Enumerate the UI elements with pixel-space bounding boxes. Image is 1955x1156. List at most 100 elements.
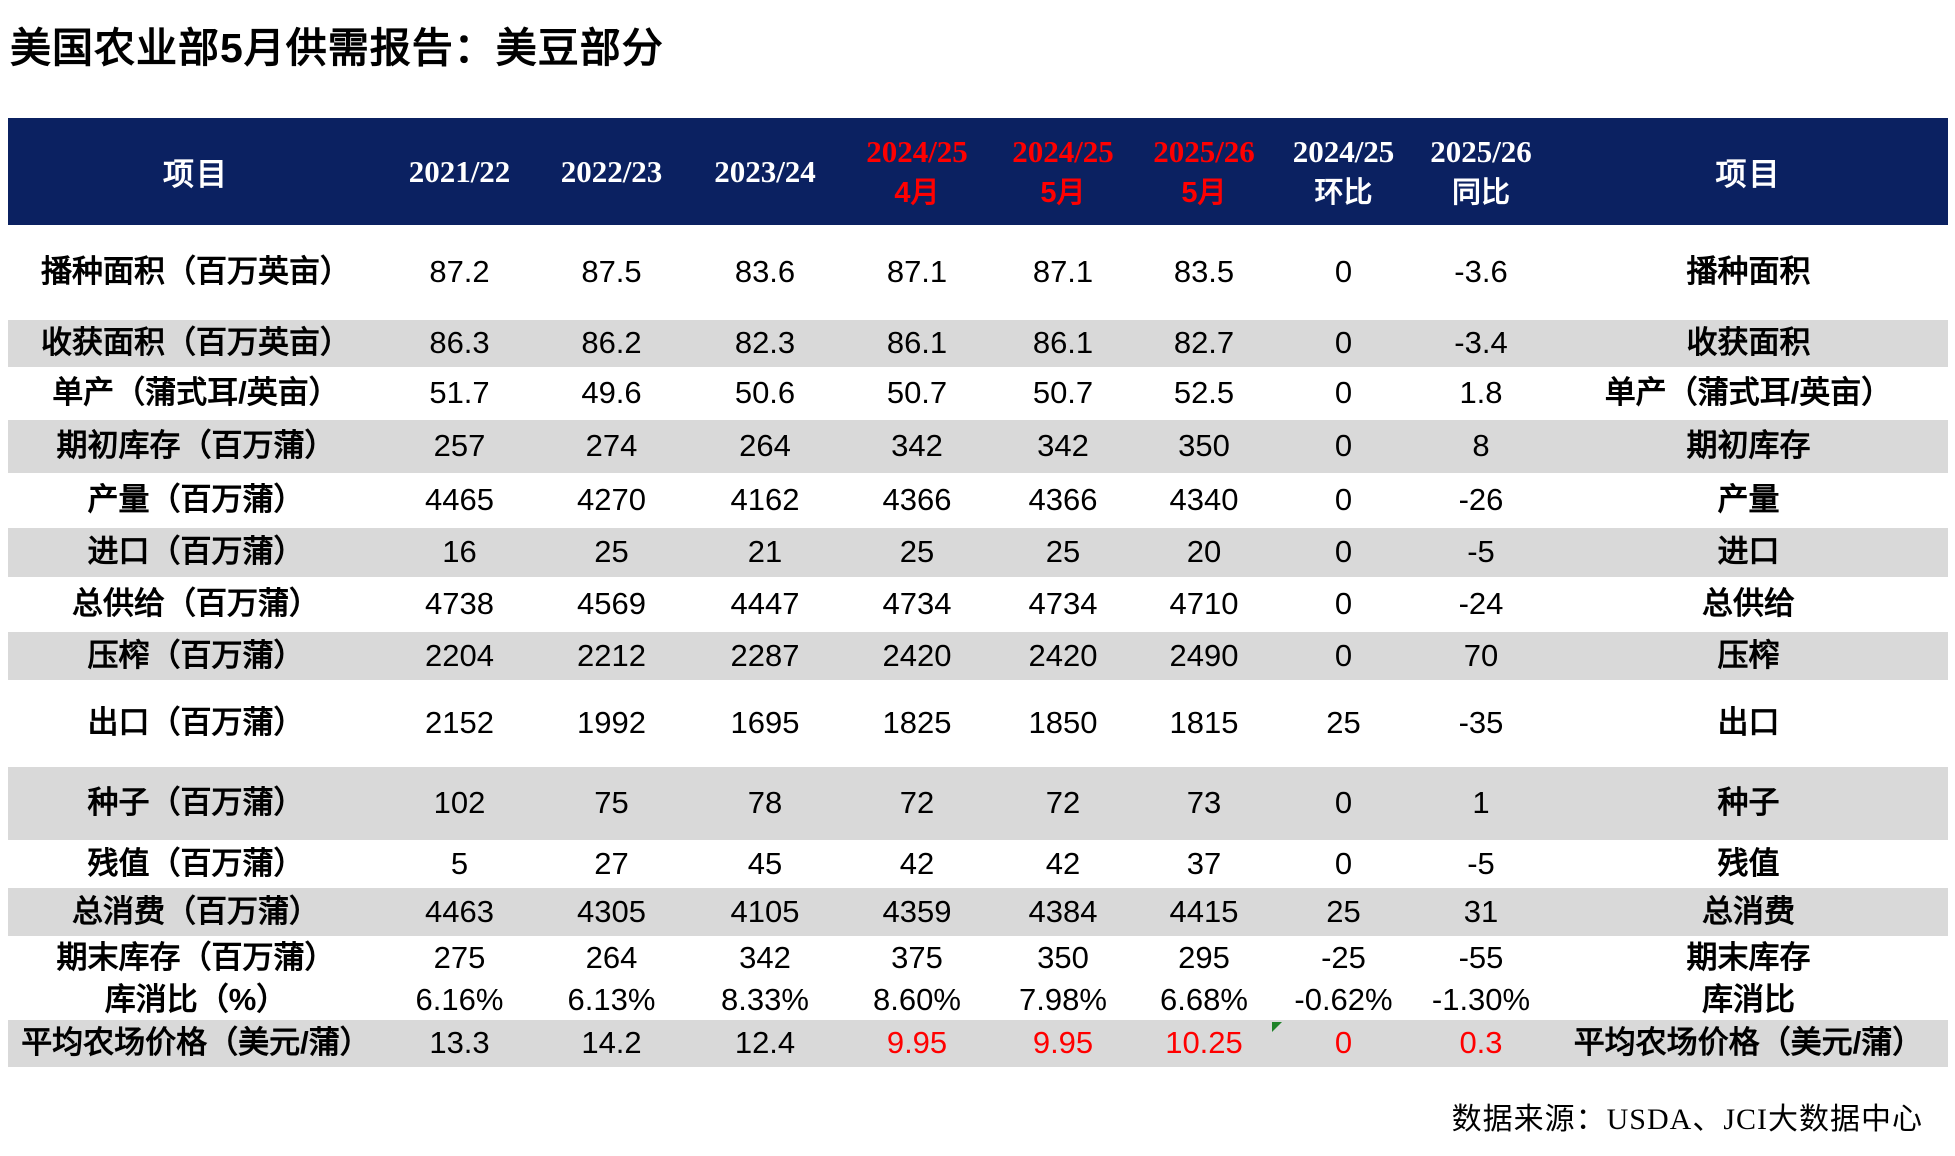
value-cell: 2490: [1169, 637, 1239, 673]
value-cell: 70: [1463, 637, 1499, 673]
value-cell: 10.25: [1165, 1025, 1243, 1061]
row-label-right: 单产（蒲式耳/英亩）: [1604, 375, 1893, 411]
page-title: 美国农业部5月供需报告：美豆部分: [10, 25, 664, 71]
value-cell: 9.95: [1032, 1025, 1094, 1061]
header-year-label: 2025/26: [1153, 133, 1255, 169]
header-col-yoy-change: 2025/26 同比: [1413, 118, 1549, 225]
value-cell: 4105: [730, 893, 800, 929]
value-cell: 25: [1326, 705, 1361, 741]
value-cell: -26: [1458, 482, 1504, 518]
value-cell: 4734: [882, 586, 952, 622]
value-cell: 49.6: [581, 375, 642, 411]
header-month-label: 5月: [1181, 176, 1227, 209]
value-cell: -5: [1467, 534, 1495, 570]
value-cell: 9.95: [886, 1025, 948, 1061]
value-cell: 12.4: [734, 1025, 796, 1061]
value-cell: 1815: [1169, 705, 1239, 741]
value-cell: 75: [594, 785, 629, 821]
table-row: 出口（百万蒲） 2152 1992 1695 1825 1850 1815 25 -35 出口: [8, 680, 1948, 767]
value-cell: 0: [1334, 428, 1353, 464]
value-cell: 4366: [1028, 482, 1098, 518]
value-cell: 0: [1334, 785, 1353, 821]
table-row: 播种面积（百万英亩） 87.2 87.5 83.6 87.1 87.1 83.5 0 -3.6 播…: [8, 225, 1948, 320]
value-cell: 342: [891, 428, 943, 464]
value-cell: 86.3: [429, 325, 490, 361]
value-cell: 82.7: [1173, 325, 1235, 361]
row-label-right: 期末库存: [1686, 940, 1811, 976]
header-year-label: 2023/24: [714, 153, 816, 189]
header-item-left: 项目: [163, 157, 229, 192]
row-label-left: 总供给（百万蒲）: [72, 586, 320, 622]
value-cell: 1.8: [1459, 375, 1503, 411]
value-cell: 42: [899, 845, 935, 881]
value-cell: 25: [594, 534, 629, 570]
header-year-label: 2022/23: [560, 153, 663, 189]
header-month-label: 4月: [894, 176, 940, 209]
value-cell: 4465: [425, 482, 494, 518]
value-cell: 4569: [577, 586, 646, 622]
value-cell: 37: [1186, 845, 1222, 881]
row-label-right: 收获面积: [1686, 325, 1811, 361]
table-row: 平均农场价格（美元/蒲） 13.3 14.2 12.4 9.95 9.95 10.25 0 0.…: [8, 1020, 1948, 1067]
value-cell: 1825: [882, 705, 952, 741]
table-body: 播种面积（百万英亩） 87.2 87.5 83.6 87.1 87.1 83.5 0 -3.6 播…: [8, 225, 1948, 1067]
header-year-label: 2025/26: [1430, 133, 1532, 169]
value-cell: 2287: [730, 637, 800, 673]
row-label-right: 出口: [1717, 705, 1780, 741]
value-cell: 6.68%: [1160, 982, 1248, 1018]
value-cell: 264: [739, 428, 791, 464]
table-row: 期末库存（百万蒲） 275 264 342 375 350 295 -25 -55 期末库存: [8, 936, 1948, 981]
value-cell: 1695: [730, 705, 800, 741]
value-cell: 102: [433, 785, 486, 821]
value-cell: 274: [585, 428, 638, 464]
value-cell: 0: [1334, 637, 1353, 673]
value-cell: 4340: [1169, 482, 1239, 518]
value-cell: 0: [1272, 1020, 1413, 1067]
value-cell: 8.33%: [721, 982, 809, 1018]
row-label-left: 进口（百万蒲）: [87, 534, 305, 570]
value-cell: 82.3: [734, 325, 796, 361]
value-cell: 45: [747, 845, 783, 881]
value-cell: 4384: [1028, 893, 1098, 929]
value-cell: -25: [1321, 940, 1366, 976]
value-cell: 7.98%: [1019, 982, 1107, 1018]
row-label-left: 期初库存（百万蒲）: [56, 428, 336, 464]
value-cell: -3.6: [1454, 254, 1508, 290]
supply-demand-table: 项目 2021/22 2022/23 2023/24 2024/25 4月 20…: [8, 118, 1948, 1067]
row-label-left: 残值（百万蒲）: [87, 845, 305, 881]
header-month-label: 5月: [1040, 176, 1086, 209]
value-cell: 275: [433, 940, 486, 976]
value-cell: -24: [1458, 586, 1504, 622]
value-cell: 4162: [730, 482, 800, 518]
value-cell: 4305: [577, 893, 646, 929]
value-cell: 8.60%: [873, 982, 961, 1018]
value-cell: 257: [433, 428, 486, 464]
value-cell: 0: [1334, 534, 1353, 570]
value-cell: 2204: [425, 637, 494, 673]
table-row: 期初库存（百万蒲） 257 274 264 342 342 350 0 8 期初库存: [8, 420, 1948, 473]
value-cell: 4734: [1028, 586, 1098, 622]
row-label-right: 播种面积: [1686, 254, 1811, 290]
value-cell: 25: [1045, 534, 1081, 570]
value-cell: 4270: [577, 482, 646, 518]
row-label-left: 期末库存（百万蒲）: [56, 940, 336, 976]
data-source-note: 数据来源：USDA、JCI大数据中心: [1451, 1103, 1923, 1136]
value-cell: 27: [594, 845, 629, 881]
value-cell: 4738: [425, 586, 494, 622]
value-cell: 87.2: [429, 254, 490, 290]
row-label-right: 平均农场价格（美元/蒲）: [1573, 1025, 1924, 1061]
header-col-2022-23: 2022/23: [535, 118, 688, 225]
value-cell: -3.4: [1454, 325, 1508, 361]
value-cell: 1: [1472, 785, 1490, 821]
value-cell: 78: [747, 785, 783, 821]
value-cell: 52.5: [1173, 375, 1235, 411]
value-cell: 2420: [1028, 637, 1098, 673]
value-cell: 20: [1186, 534, 1222, 570]
value-cell: 86.1: [1032, 325, 1094, 361]
row-label-right: 残值: [1717, 845, 1780, 881]
header-col-2024-25-apr: 2024/25 4月: [842, 118, 992, 225]
value-cell: 4710: [1169, 586, 1239, 622]
value-cell: 0: [1334, 254, 1353, 290]
value-cell: 4359: [882, 893, 952, 929]
